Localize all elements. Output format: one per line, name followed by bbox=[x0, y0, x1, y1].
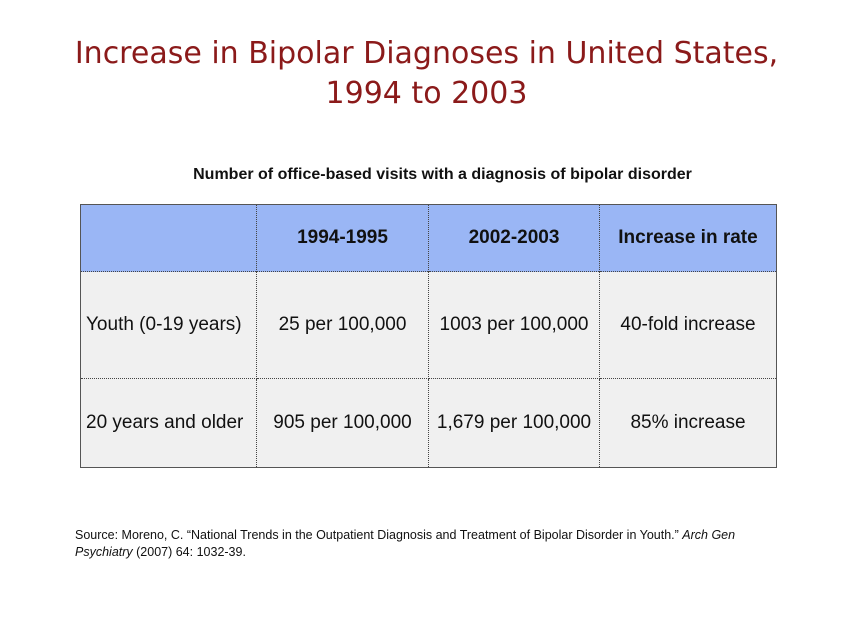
title-line-1: Increase in Bipolar Diagnoses in United … bbox=[74, 36, 779, 71]
bipolar-diagnoses-table: 1994-1995 2002-2003 Increase in rate You… bbox=[80, 204, 777, 468]
row-label-youth: Youth (0-19 years) bbox=[80, 271, 257, 379]
header-increase-in-rate: Increase in rate bbox=[599, 204, 777, 272]
cell-adults-2002-2003: 1,679 per 100,000 bbox=[428, 378, 600, 468]
row-label-adults: 20 years and older bbox=[80, 378, 257, 468]
table-row: Youth (0-19 years) 25 per 100,000 1003 p… bbox=[80, 271, 777, 379]
header-1994-1995: 1994-1995 bbox=[256, 204, 429, 272]
source-journal: Arch Gen Psychiatry bbox=[75, 528, 736, 559]
slide-title: Increase in Bipolar Diagnoses in United … bbox=[0, 34, 853, 114]
table-row: 20 years and older 905 per 100,000 1,679… bbox=[80, 378, 777, 468]
header-2002-2003: 2002-2003 bbox=[428, 204, 600, 272]
header-empty-cell bbox=[80, 204, 257, 272]
source-citation: Source: Moreno, C. “National Trends in t… bbox=[75, 527, 785, 561]
cell-youth-1994-1995: 25 per 100,000 bbox=[256, 271, 429, 379]
cell-adults-increase: 85% increase bbox=[599, 378, 777, 468]
table-header-row: 1994-1995 2002-2003 Increase in rate bbox=[80, 204, 777, 272]
cell-youth-2002-2003: 1003 per 100,000 bbox=[428, 271, 600, 379]
cell-youth-increase: 40-fold increase bbox=[599, 271, 777, 379]
source-suffix: (2007) 64: 1032-39. bbox=[132, 545, 246, 559]
source-prefix: Source: Moreno, C. “National Trends in t… bbox=[75, 528, 683, 542]
title-line-2: 1994 to 2003 bbox=[325, 76, 528, 111]
cell-adults-1994-1995: 905 per 100,000 bbox=[256, 378, 429, 468]
table-caption: Number of office-based visits with a dia… bbox=[193, 166, 692, 183]
